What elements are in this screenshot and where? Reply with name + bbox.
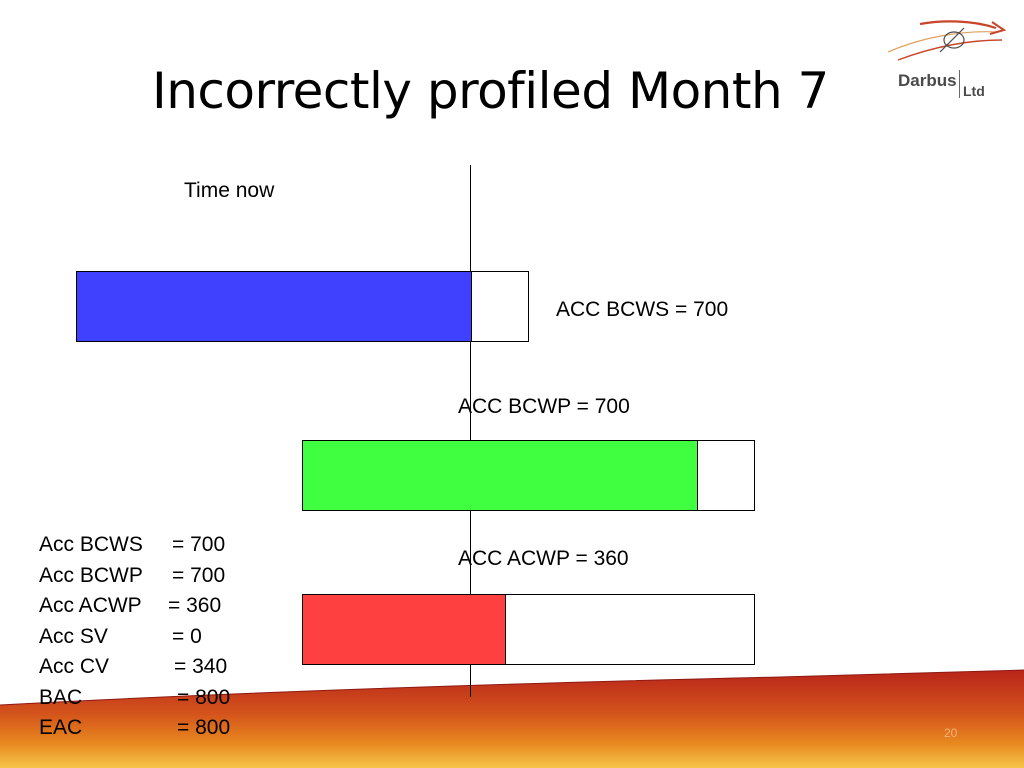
time-now-line [470,165,471,697]
bcwp-bar [302,440,755,511]
darbus-logo-swoosh-icon [887,20,1007,61]
summary-value: = 0 [172,624,202,648]
summary-key: BAC [39,685,83,709]
footer-swoosh [0,669,1024,768]
summary-value: = 700 [172,533,226,556]
summary-key: Acc BCWP [39,563,143,587]
logo-divider [959,70,960,98]
bcws-bar [76,271,529,342]
summary-key: Acc CV [39,655,110,678]
summary-value: = 360 [168,594,222,617]
summary-value: = 800 [177,716,231,739]
bcwp-bar-fill [303,441,698,510]
logo-suffix: Ltd [963,83,985,99]
summary-value: = 800 [177,685,231,709]
summary-value: = 700 [172,563,226,587]
bcwp-label: ACC BCWP = 700 [458,395,630,418]
summary-value: = 340 [174,655,228,678]
acwp-bar [302,594,755,665]
logo-name: Darbus [898,71,957,90]
summary-key: EAC [39,716,83,739]
summary-key: Acc ACWP [39,594,142,617]
time-now-label: Time now [184,179,275,202]
slide-title: Incorrectly profiled Month 7 [152,62,829,120]
acwp-label: ACC ACWP = 360 [458,547,629,570]
page-number: 20 [944,726,958,740]
bcws-label: ACC BCWS = 700 [556,298,729,321]
summary-key: Acc SV [39,624,108,648]
bcws-bar-fill [77,272,472,341]
acwp-bar-fill [303,595,506,664]
summary-key: Acc BCWS [39,533,143,556]
